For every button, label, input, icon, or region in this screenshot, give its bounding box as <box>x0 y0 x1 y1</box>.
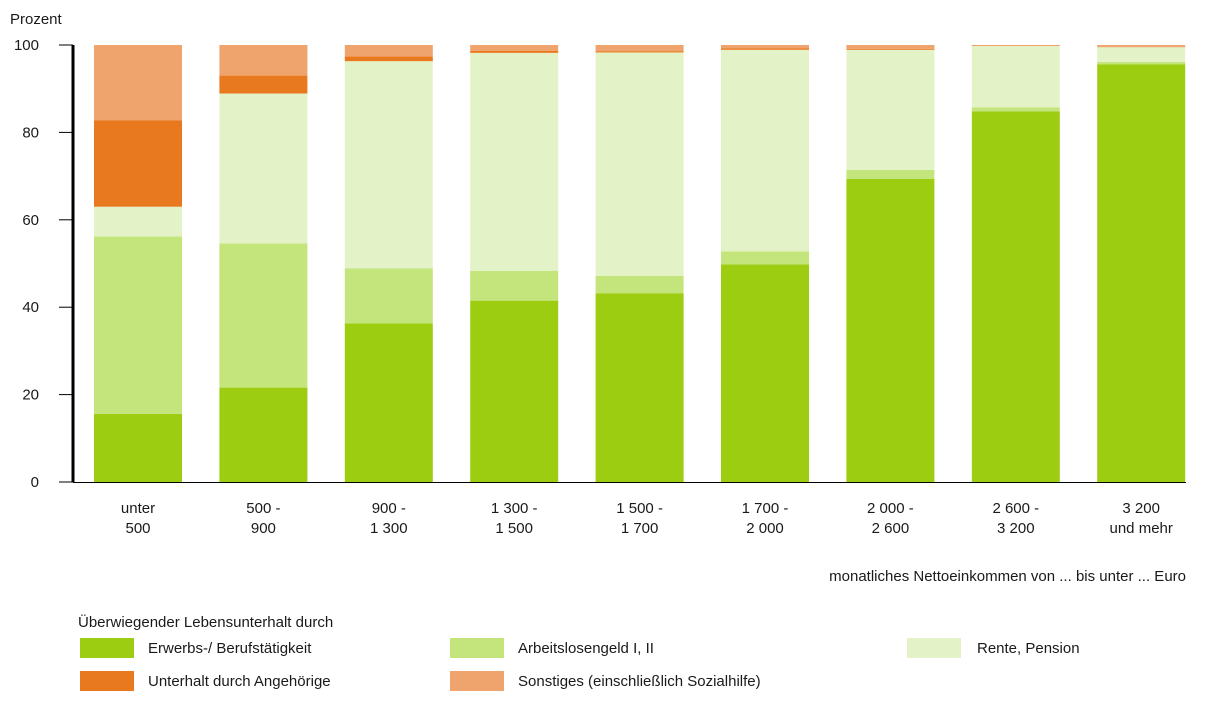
x-tick-label: 2 000 -2 600 <box>867 500 914 537</box>
x-tick-label: 1 700 -2 000 <box>742 500 789 537</box>
bar-segment-erwerbs-berufst-tigkeit <box>94 413 182 482</box>
x-tick-label: 2 600 -3 200 <box>992 500 1039 537</box>
legend-label: Arbeitslosengeld I, II <box>518 639 654 657</box>
y-tick-label: 0 <box>31 474 39 491</box>
legend-item-erwerbs-berufst-tigkeit: Erwerbs-/ Berufstätigkeit <box>80 638 311 658</box>
legend-swatch <box>80 671 134 691</box>
bar-segment-rente-pension <box>1097 47 1186 63</box>
bar-segment-sonstiges-einschlie-lich-sozialhilfe <box>721 45 809 49</box>
bar-segment-sonstiges-einschlie-lich-sozialhilfe <box>94 45 182 121</box>
bar-segment-arbeitslosengeld-i-ii <box>470 270 559 301</box>
bar-segment-unterhalt-durch-angeh-rige <box>846 48 935 50</box>
y-tick-label: 60 <box>22 212 39 229</box>
x-tick-label: 1 300 -1 500 <box>491 500 538 537</box>
bar-segment-rente-pension <box>846 49 935 170</box>
x-tick-label: unter 500 <box>121 500 155 537</box>
legend-label: Erwerbs-/ Berufstätigkeit <box>148 639 312 657</box>
bar-segment-rente-pension <box>595 52 684 276</box>
bar-segment-erwerbs-berufst-tigkeit <box>595 293 684 482</box>
bar-segment-erwerbs-berufst-tigkeit <box>344 323 433 482</box>
bar-segment-arbeitslosengeld-i-ii <box>344 268 433 324</box>
legend-item-unterhalt-durch-angeh-rige: Unterhalt durch Angehörige <box>80 671 331 691</box>
bar-segment-rente-pension <box>344 61 433 269</box>
bar-segment-erwerbs-berufst-tigkeit <box>1097 64 1186 482</box>
x-axis-label: monatliches Nettoeinkommen von ... bis u… <box>829 568 1186 585</box>
legend-item-rente-pension: Rente, Pension <box>907 638 1080 658</box>
bar-segment-arbeitslosengeld-i-ii <box>971 107 1060 112</box>
y-tick-label: 20 <box>22 387 39 404</box>
bar-segment-arbeitslosengeld-i-ii <box>219 243 308 388</box>
legend-item-sonstiges-einschlie-lich-sozialhilfe: Sonstiges (einschließlich Sozialhilfe) <box>450 671 761 691</box>
legend-swatch <box>80 638 134 658</box>
legend-label: Rente, Pension <box>977 639 1080 657</box>
bar-segment-erwerbs-berufst-tigkeit <box>971 111 1060 482</box>
y-tick-label: 100 <box>14 37 39 54</box>
bar-segment-arbeitslosengeld-i-ii <box>595 275 684 294</box>
bar-segment-sonstiges-einschlie-lich-sozialhilfe <box>846 45 935 49</box>
bar-segment-arbeitslosengeld-i-ii <box>846 169 935 179</box>
bar-segment-erwerbs-berufst-tigkeit <box>470 300 559 482</box>
y-tick-label: 40 <box>22 299 39 316</box>
x-tick-label: 500 -900 <box>246 500 280 537</box>
bar-segment-rente-pension <box>721 49 809 252</box>
bar-segment-unterhalt-durch-angeh-rige <box>470 50 559 53</box>
bar-segment-arbeitslosengeld-i-ii <box>721 251 809 265</box>
legend-swatch <box>450 671 504 691</box>
legend-item-arbeitslosengeld-i-ii: Arbeitslosengeld I, II <box>450 638 654 658</box>
bar-segment-rente-pension <box>470 52 559 271</box>
legend-label: Sonstiges (einschließlich Sozialhilfe) <box>518 672 761 690</box>
legend-swatch <box>450 638 504 658</box>
y-tick-label: 80 <box>22 124 39 141</box>
bar-segment-arbeitslosengeld-i-ii <box>1097 62 1186 65</box>
bar-segment-sonstiges-einschlie-lich-sozialhilfe <box>470 45 559 51</box>
bar-segment-erwerbs-berufst-tigkeit <box>846 178 935 483</box>
legend-title: Überwiegender Lebensunterhalt durch <box>78 614 334 631</box>
legend-label: Unterhalt durch Angehörige <box>148 672 331 690</box>
y-axis-label: Prozent <box>10 11 63 28</box>
bar-segment-unterhalt-durch-angeh-rige <box>94 120 182 207</box>
bar-segment-erwerbs-berufst-tigkeit <box>721 264 809 482</box>
x-tick-label: 3 200 und mehr <box>1110 500 1173 537</box>
x-tick-label: 900 -1 300 <box>370 500 408 537</box>
bar-segment-sonstiges-einschlie-lich-sozialhilfe <box>595 45 684 52</box>
bar-segment-erwerbs-berufst-tigkeit <box>219 387 308 482</box>
bar-segment-unterhalt-durch-angeh-rige <box>721 48 809 50</box>
bar-segment-sonstiges-einschlie-lich-sozialhilfe <box>219 45 308 76</box>
bar-segment-unterhalt-durch-angeh-rige <box>219 75 308 94</box>
bar-segment-sonstiges-einschlie-lich-sozialhilfe <box>1097 45 1186 47</box>
bar-segment-unterhalt-durch-angeh-rige <box>344 56 433 62</box>
bar-segment-sonstiges-einschlie-lich-sozialhilfe <box>344 45 433 57</box>
bar-segment-rente-pension <box>971 45 1060 108</box>
bar-segment-rente-pension <box>219 93 308 244</box>
bar-segment-arbeitslosengeld-i-ii <box>94 236 182 414</box>
bar-segment-unterhalt-durch-angeh-rige <box>595 51 684 53</box>
x-tick-label: 1 500 -1 700 <box>616 500 663 537</box>
bar-segment-rente-pension <box>94 206 182 237</box>
legend-swatch <box>907 638 961 658</box>
